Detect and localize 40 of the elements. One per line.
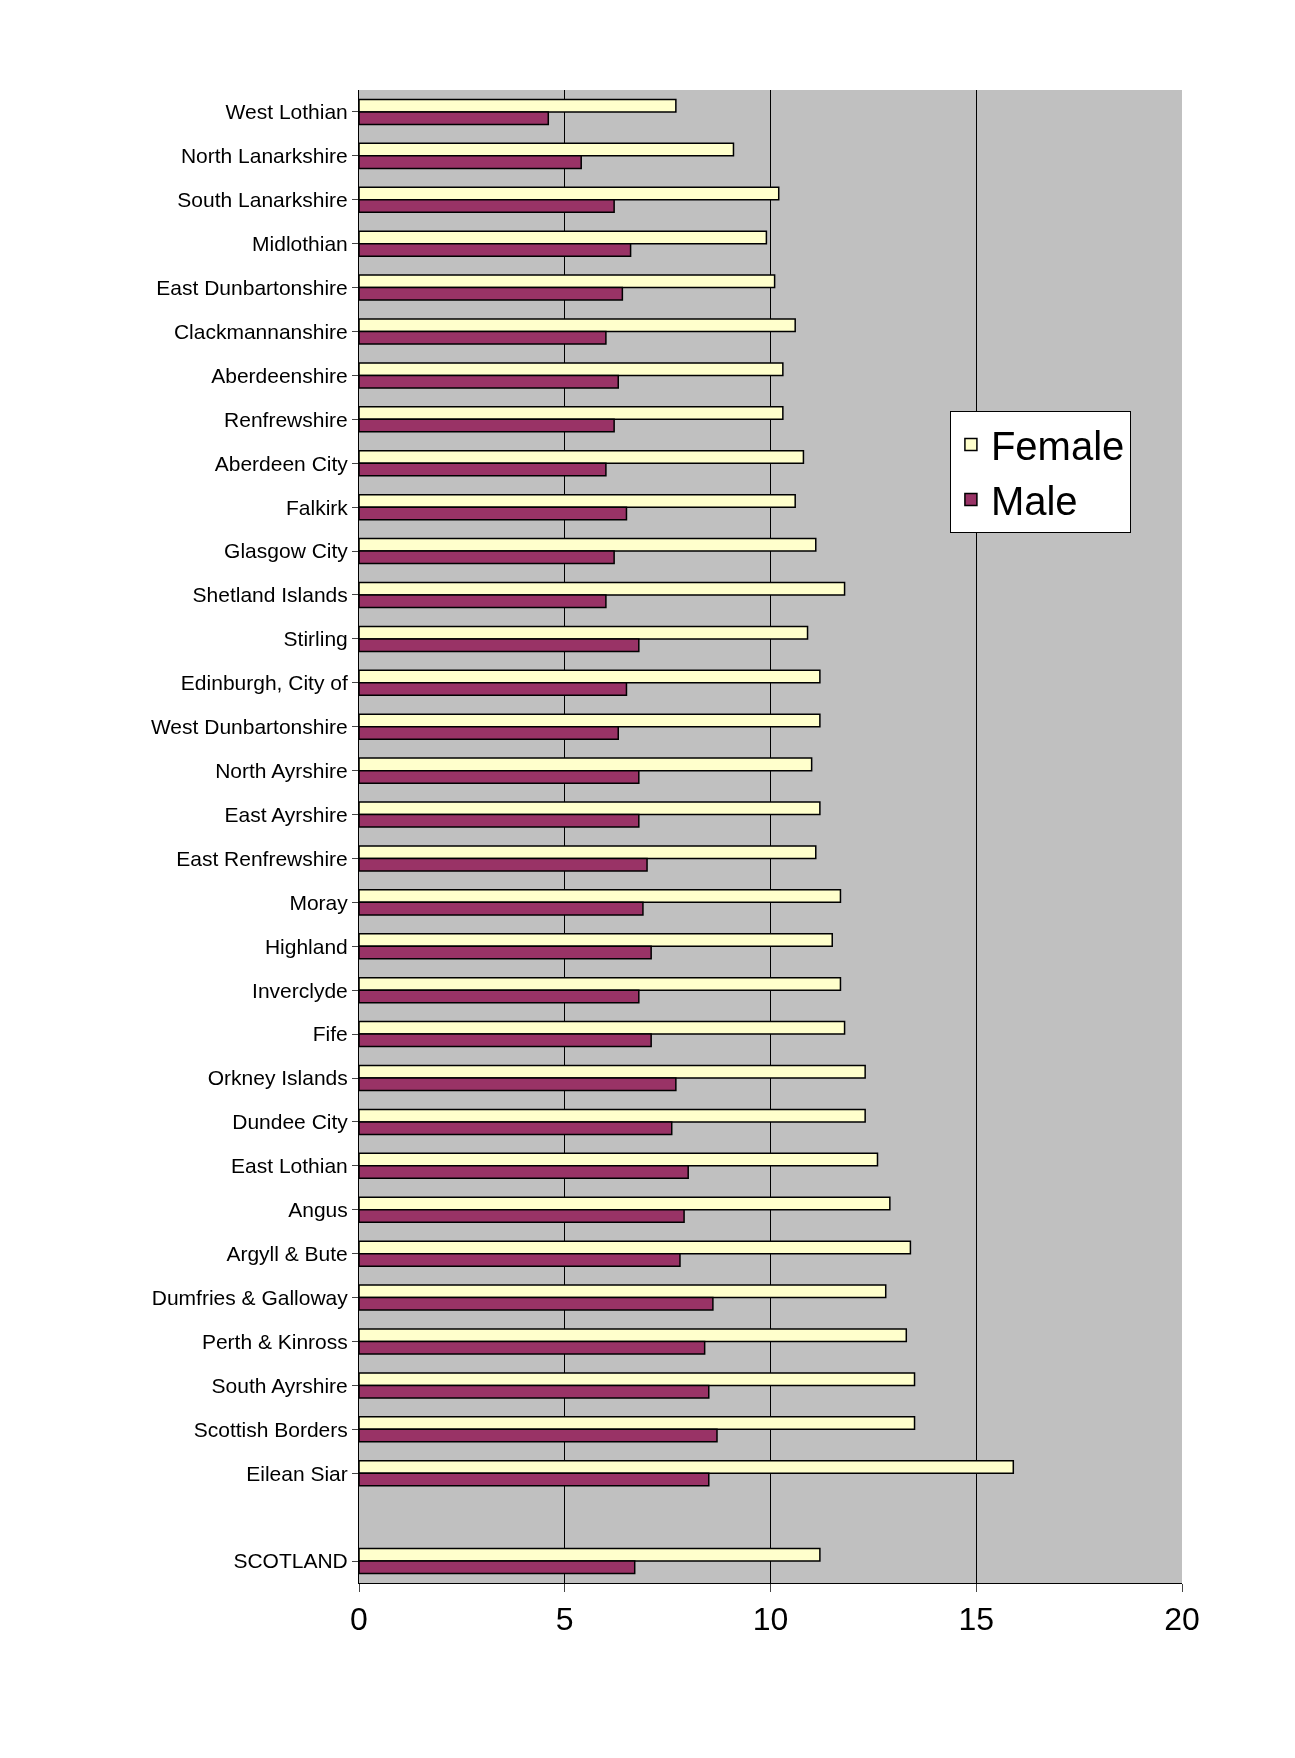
x-tick-label: 10 [752,1601,789,1638]
y-tick-label: SCOTLAND [233,1549,348,1573]
y-tick-label: Dundee City [232,1110,349,1134]
x-tick-label: 5 [555,1601,574,1638]
y-tick-label: East Dunbartonshire [156,275,348,299]
y-tick-label: West Dunbartonshire [150,715,348,739]
y-tick-label: Perth & Kinross [201,1329,348,1353]
y-tick-label: Clackmannanshire [173,319,348,343]
y-tick-label: Midlothian [252,232,348,256]
y-tick-label: East Renfrewshire [176,846,348,870]
y-tick-label: East Ayrshire [224,802,348,826]
y-tick-label: Shetland Islands [192,583,348,607]
y-tick-label: West Lothian [225,100,348,124]
y-tick-label: Fife [312,1022,348,1046]
x-tick-label: 20 [1164,1601,1200,1638]
y-tick-label: Aberdeen City [214,451,349,475]
y-tick-label: Stirling [283,627,348,651]
y-tick-label: Edinburgh, City of [180,671,348,695]
y-tick-label: Moray [289,890,349,914]
x-tick-label: 0 [350,1601,368,1638]
y-tick-label: Falkirk [285,495,349,519]
y-tick-label: Scottish Borders [193,1417,348,1441]
x-tick-label: 15 [958,1601,995,1638]
y-tick-label: South Ayrshire [211,1373,348,1397]
y-tick-label: Glasgow City [224,539,349,563]
y-tick-label: Angus [288,1198,348,1222]
y-tick-label: South Lanarkshire [177,188,348,212]
y-tick-label: Highland [264,934,348,958]
y-tick-label: Dumfries & Galloway [151,1285,349,1309]
y-tick-label: Eilean Siar [246,1461,348,1485]
legend-label: Male [990,479,1078,524]
legend-label: Female [990,424,1125,469]
y-tick-label: Orkney Islands [207,1066,348,1090]
y-tick-label: North Lanarkshire [180,144,348,168]
y-tick-label: Aberdeenshire [211,363,348,387]
y-tick-label: Inverclyde [252,978,348,1002]
y-tick-label: Renfrewshire [224,407,348,431]
y-tick-label: East Lothian [231,1154,348,1178]
y-tick-label: Argyll & Bute [226,1242,348,1266]
y-tick-label: North Ayrshire [215,758,348,782]
